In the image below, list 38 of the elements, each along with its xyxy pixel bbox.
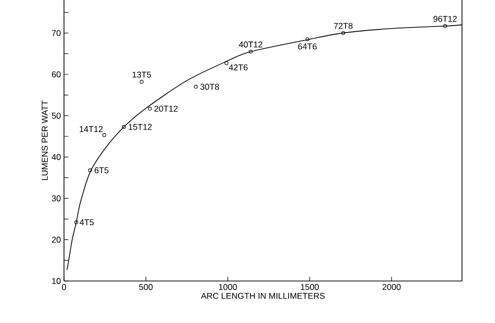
point <box>88 168 92 172</box>
x-tick-label: 2000 <box>382 284 401 290</box>
point <box>148 106 152 111</box>
annotation: 96T12 <box>434 16 457 22</box>
point <box>74 220 78 224</box>
annotation: 13T5 <box>132 72 151 78</box>
point <box>305 37 310 42</box>
annotation: 40T12 <box>238 41 262 48</box>
annotation: 42T6 <box>228 64 248 70</box>
annotation: 64T6 <box>298 43 317 50</box>
y-tick-label: 10 <box>52 278 61 284</box>
x-tick-label: 500 <box>139 284 153 290</box>
point <box>443 24 448 28</box>
annotation: 30T8 <box>200 84 219 90</box>
x-tick-label: 1000 <box>219 284 237 290</box>
annotation: 4T5 <box>80 219 94 226</box>
y-tick-label: 70 <box>52 30 61 36</box>
y-tick-label: 60 <box>52 71 61 78</box>
point <box>194 84 198 89</box>
annotation: 6T5 <box>94 167 108 174</box>
x-tick-label: 0 <box>62 284 66 290</box>
annotation: 20T12 <box>154 106 178 112</box>
y-tick-label: 30 <box>52 195 61 202</box>
x-axis-title: ARC LENGTH IN MILLIMETERS <box>200 292 325 299</box>
point <box>122 124 126 129</box>
y-axis-title: LUMENS PER WATT <box>42 100 48 180</box>
annotation: 15T12 <box>128 124 152 130</box>
y-tick-label: 20 <box>52 236 61 243</box>
point <box>140 80 144 84</box>
annotation: 14T12 <box>80 126 103 132</box>
point <box>102 133 106 138</box>
point <box>341 31 346 35</box>
y-tick-label: 40 <box>52 154 61 160</box>
point <box>224 61 228 66</box>
x-tick-label: 1500 <box>300 284 319 290</box>
point <box>248 50 253 54</box>
annotation: 72T8 <box>334 22 353 29</box>
y-tick-label: 50 <box>52 112 61 119</box>
